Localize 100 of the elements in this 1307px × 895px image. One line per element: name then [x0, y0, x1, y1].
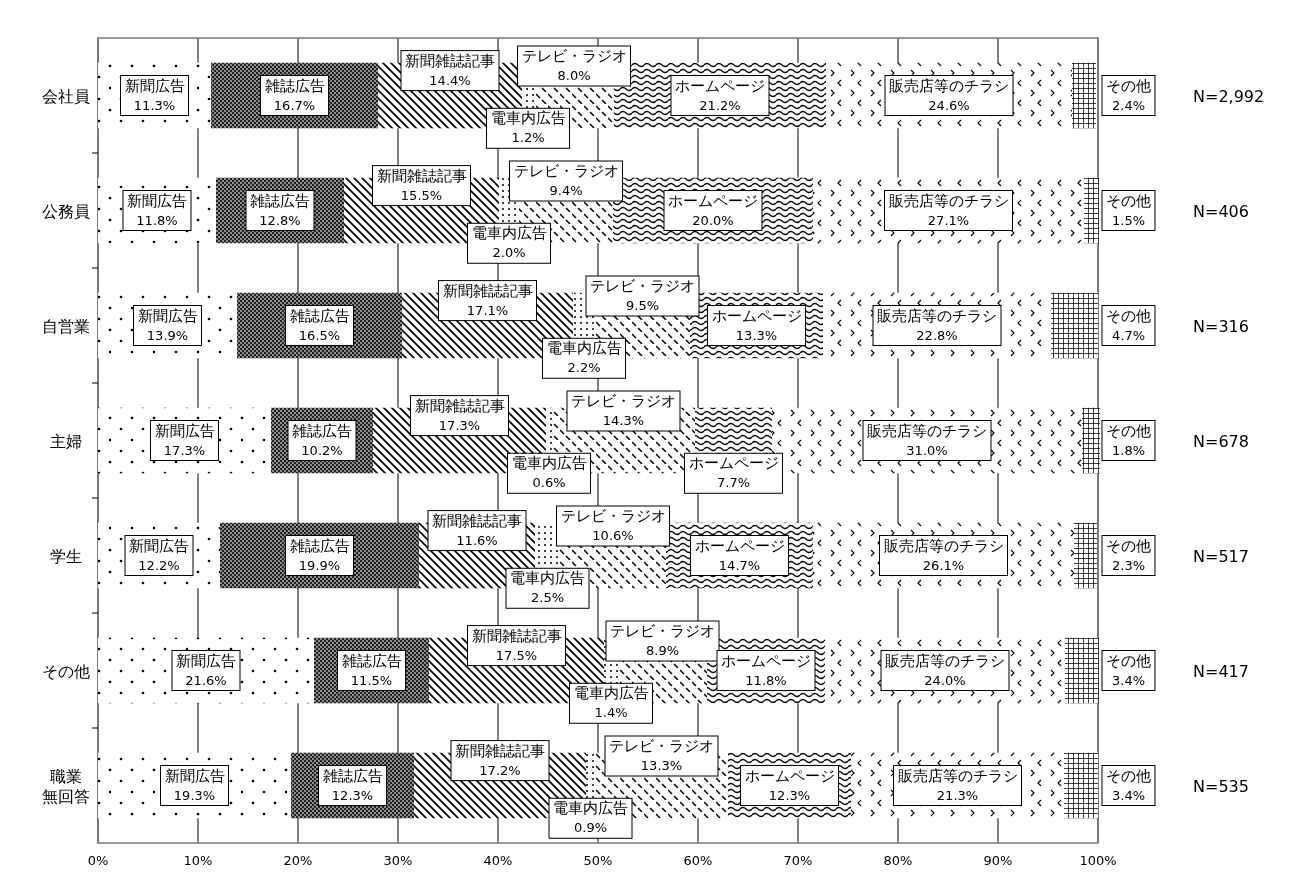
data-label: 12.2% — [138, 557, 180, 573]
text: 新聞雑誌記事 — [405, 51, 495, 70]
data-label: 17.1% — [466, 302, 509, 318]
data-label: 19.9% — [298, 557, 341, 573]
data-label: 17.3% — [163, 442, 206, 458]
text: 新聞広告 — [164, 766, 225, 785]
text: 新聞広告 — [176, 651, 236, 670]
data-label: 2.0% — [492, 245, 526, 261]
data-label: 22.8% — [916, 327, 958, 343]
text: 販売店等のチラシ — [889, 76, 1009, 95]
text: ホームページ — [744, 766, 835, 785]
x-tick-label: 90% — [983, 853, 1013, 868]
text: テレビ・ラジオ — [521, 47, 627, 65]
text: N=316 — [1193, 316, 1249, 336]
data-label: 1.5% — [1111, 212, 1146, 228]
x-tick-label: 80% — [883, 853, 913, 868]
data-label: 8.9% — [645, 643, 680, 658]
data-label: 11.8% — [136, 212, 178, 228]
data-label: 17.3% — [438, 417, 481, 433]
text: 新聞広告 — [124, 76, 185, 95]
x-tick-label: 70% — [783, 853, 813, 868]
data-label: 11.8% — [745, 672, 787, 688]
data-label: 7.7% — [716, 475, 751, 491]
data-label: 1.4% — [594, 705, 628, 721]
series-label: 販売店等のチラシ — [877, 306, 997, 325]
text: 新聞広告 — [127, 191, 187, 210]
data-label: 3.4% — [1111, 787, 1146, 803]
x-tick-label: 0% — [87, 853, 109, 868]
text: N=406 — [1193, 201, 1249, 221]
data-label: 31.0% — [906, 442, 948, 458]
text: テレビ・ラジオ — [609, 737, 714, 755]
y-tick-label: 公務員 — [42, 201, 90, 221]
data-label: 14.7% — [718, 557, 761, 573]
text: N=678 — [1193, 431, 1249, 451]
y-tick-label: その他 — [42, 661, 90, 681]
data-label: 10.2% — [301, 442, 343, 458]
data-label: 3.4% — [1111, 672, 1146, 688]
text: 電車内広告 — [471, 224, 547, 243]
text: テレビ・ラジオ — [590, 277, 695, 295]
text: 雑誌広告 — [322, 766, 383, 785]
data-label: 14.3% — [602, 413, 645, 428]
series-label: 電車内広告 — [511, 454, 587, 473]
text: 新聞雑誌記事 — [432, 511, 522, 530]
text: その他 — [1106, 536, 1151, 555]
data-label: 13.3% — [735, 327, 778, 343]
series-label: ホームページ — [688, 454, 779, 473]
series-label: 新聞雑誌記事 — [376, 166, 467, 185]
x-tick-label: 60% — [683, 853, 713, 868]
data-label: 11.5% — [350, 672, 393, 688]
x-tick-label: 100% — [1079, 853, 1117, 868]
data-label: 19.3% — [173, 787, 216, 803]
data-label: 2.2% — [567, 360, 601, 376]
text: その他 — [1106, 766, 1151, 785]
text: ホームページ — [694, 536, 785, 555]
text: N=517 — [1193, 546, 1249, 566]
series-label: 新聞広告 — [137, 306, 198, 325]
text: ホームページ — [675, 76, 765, 95]
data-label: 0.6% — [532, 475, 566, 491]
x-tick-label: 40% — [483, 853, 513, 868]
text: N=535 — [1193, 776, 1249, 796]
text: 電車内広告 — [573, 684, 649, 703]
data-label: 27.1% — [927, 212, 970, 228]
data-label: 12.3% — [331, 787, 374, 803]
y-tick-label: 主婦 — [50, 431, 82, 451]
text: ホームページ — [668, 191, 758, 210]
data-label: 21.6% — [185, 672, 227, 688]
text: 電車内広告 — [490, 109, 566, 128]
data-label: 11.6% — [456, 532, 498, 548]
text: 電車内広告 — [546, 339, 622, 358]
text: 新聞広告 — [154, 421, 215, 440]
data-label: 26.1% — [922, 557, 965, 573]
data-label: 17.5% — [495, 647, 538, 663]
text: 販売店等のチラシ — [883, 536, 1004, 555]
data-label: 16.5% — [298, 327, 341, 343]
data-label: 20.0% — [692, 212, 734, 228]
data-label: 21.3% — [936, 787, 979, 803]
text: その他 — [1106, 76, 1151, 95]
y-tick-label: 自営業 — [42, 316, 90, 336]
data-label: 10.6% — [592, 528, 634, 543]
series-label: その他 — [1106, 421, 1151, 440]
text: 新聞雑誌記事 — [442, 281, 533, 300]
data-label: 21.2% — [699, 97, 741, 113]
text: 販売店等のチラシ — [885, 651, 1005, 670]
text: ホームページ — [721, 651, 811, 670]
x-tick-label: 50% — [583, 853, 613, 868]
data-label: 1.8% — [1111, 442, 1146, 458]
text: 雑誌広告 — [292, 421, 352, 440]
data-label: 13.9% — [146, 327, 189, 343]
data-label: 24.0% — [924, 672, 966, 688]
text: 雑誌広告 — [264, 76, 325, 95]
data-label: 0.9% — [573, 820, 608, 836]
text: N=2,992 — [1193, 86, 1265, 106]
y-tick-label: 職業無回答 — [42, 766, 90, 806]
text: テレビ・ラジオ — [571, 392, 676, 410]
text: その他 — [1106, 191, 1151, 210]
data-label: 9.5% — [625, 298, 660, 313]
x-tick-label: 10% — [183, 853, 213, 868]
text: 販売店等のチラシ — [897, 766, 1018, 785]
text: 販売店等のチラシ — [867, 421, 987, 440]
data-label: 9.4% — [549, 183, 583, 198]
